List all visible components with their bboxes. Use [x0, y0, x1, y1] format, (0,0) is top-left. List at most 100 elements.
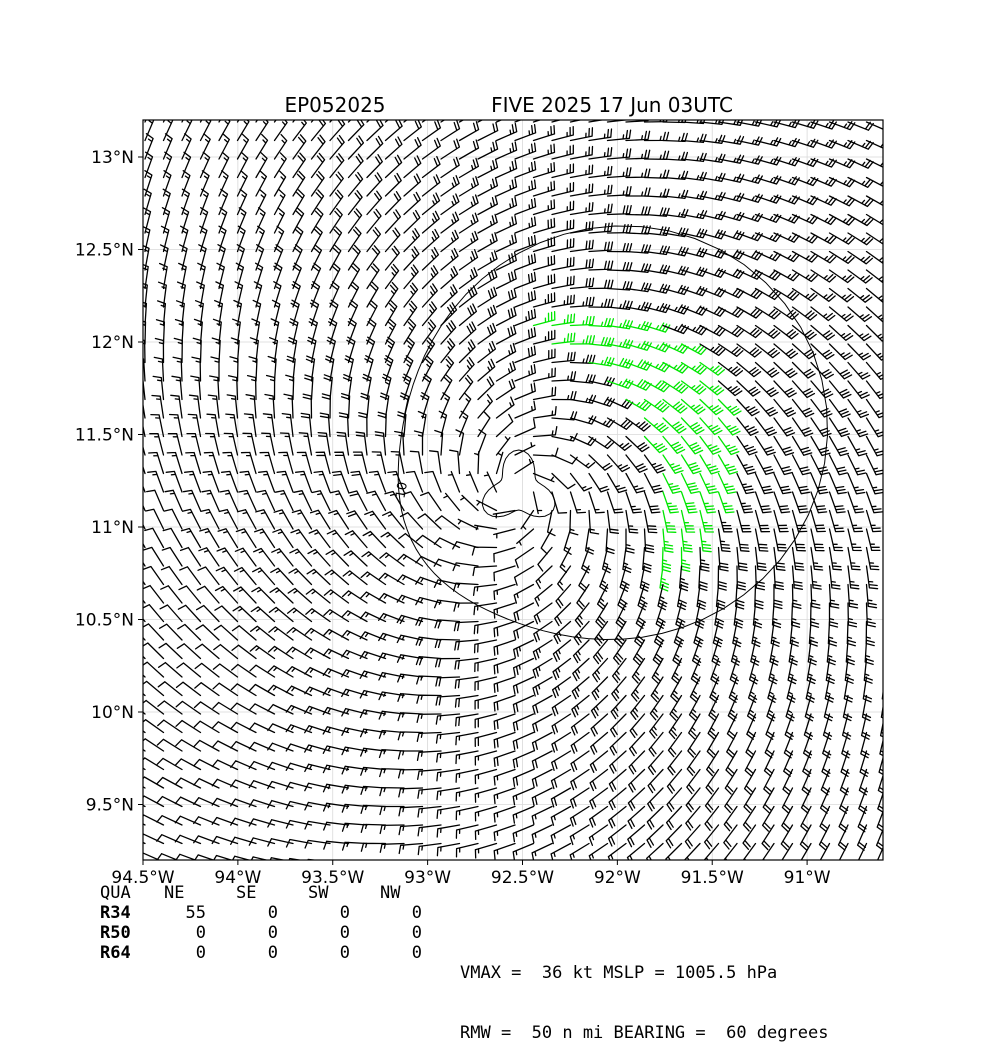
wind-barb — [742, 805, 757, 832]
wind-barb — [187, 413, 202, 438]
wind-barb — [810, 287, 836, 302]
wind-barb — [810, 158, 837, 168]
wind-barb — [685, 787, 701, 813]
wind-barb — [642, 546, 652, 573]
wind-barb — [680, 491, 698, 514]
wind-barb — [625, 491, 643, 514]
wind-barb — [156, 757, 183, 771]
wind-barb — [773, 509, 789, 533]
wind-barb — [168, 413, 183, 438]
wind-barb — [865, 176, 883, 187]
radii-row-label: R64 — [100, 943, 131, 963]
wind-barb — [360, 591, 387, 604]
wind-barb — [144, 120, 147, 123]
wind-barb — [234, 281, 244, 308]
wind-barb — [374, 431, 387, 456]
wind-barb — [559, 546, 572, 574]
wind-barb — [742, 824, 757, 850]
wind-barb — [847, 509, 864, 533]
wind-barb — [589, 750, 609, 773]
wind-barb — [214, 605, 239, 623]
wind-barb — [458, 212, 479, 234]
wind-barb — [606, 281, 633, 291]
wind-barb — [453, 620, 479, 632]
wind-barb — [304, 627, 331, 641]
wind-barb — [724, 787, 738, 814]
wind-barb — [399, 512, 424, 530]
wind-barb — [810, 139, 837, 149]
wind-barb — [195, 604, 220, 623]
wind-barb — [717, 435, 740, 456]
wind-barb — [847, 176, 874, 188]
wind-barb — [294, 470, 313, 493]
wind-barb — [646, 805, 664, 830]
wind-barb — [350, 470, 368, 493]
wind-barb — [865, 528, 881, 552]
wind-barb — [828, 509, 845, 533]
wind-barb — [551, 731, 572, 753]
wind-barb — [661, 546, 672, 573]
wind-barb — [588, 356, 615, 367]
wind-barb — [662, 284, 689, 296]
wind-barb — [267, 742, 294, 752]
wind-barb — [143, 484, 146, 493]
wind-barb — [885, 270, 909, 284]
wind-barb — [211, 797, 239, 808]
wind-barb — [289, 548, 313, 567]
wind-barb — [532, 199, 556, 216]
wind-barb — [825, 657, 836, 685]
wind-barb — [569, 183, 594, 197]
wind-barb — [532, 124, 556, 142]
wind-barb — [800, 787, 812, 814]
wind-barb — [325, 859, 333, 860]
wind-barb — [495, 324, 517, 345]
wind-barb — [810, 454, 830, 476]
wind-barb — [154, 337, 165, 364]
wind-barb — [670, 676, 683, 703]
radii-value: 0 — [267, 923, 278, 943]
wind-barb — [322, 764, 350, 774]
wind-barb — [493, 528, 516, 539]
wind-barb — [625, 225, 651, 235]
wind-barb — [717, 343, 744, 357]
wind-barb — [310, 171, 325, 197]
wind-barb — [384, 281, 399, 308]
wind-barb — [573, 620, 590, 646]
wind-barb — [292, 262, 302, 290]
wind-barb — [236, 151, 249, 179]
wind-barb — [754, 583, 764, 610]
wind-barb — [440, 156, 460, 179]
wind-barb — [495, 270, 517, 290]
wind-barb — [458, 321, 477, 345]
wind-barb — [628, 750, 646, 775]
wind-barb — [396, 594, 424, 604]
wind-barb — [304, 763, 331, 773]
wind-barb — [773, 454, 793, 476]
wind-barb — [143, 377, 146, 401]
wind-barb — [643, 342, 671, 353]
wind-barb — [160, 565, 183, 586]
wind-barb — [147, 470, 165, 493]
wind-barb — [588, 241, 614, 253]
wind-barb — [885, 548, 898, 570]
wind-barb — [736, 306, 763, 319]
wind-barb — [665, 824, 683, 849]
wind-barb — [773, 417, 796, 437]
wind-barb — [533, 602, 553, 625]
wind-barb — [366, 120, 384, 142]
wind-barb — [754, 565, 766, 591]
wind-barb — [609, 750, 627, 774]
wind-barb — [865, 324, 883, 342]
wind-barb — [304, 744, 331, 753]
wind-barb — [417, 805, 442, 818]
wind-barb — [143, 748, 146, 752]
wind-barb — [865, 546, 880, 571]
wind-barb — [175, 681, 202, 697]
wind-barb — [211, 759, 239, 771]
wind-barb — [773, 232, 800, 243]
wind-barb — [625, 472, 646, 494]
wind-barb — [240, 451, 257, 475]
wind-barb — [366, 208, 382, 234]
wind-barb — [569, 354, 596, 364]
wind-barb — [156, 834, 183, 845]
